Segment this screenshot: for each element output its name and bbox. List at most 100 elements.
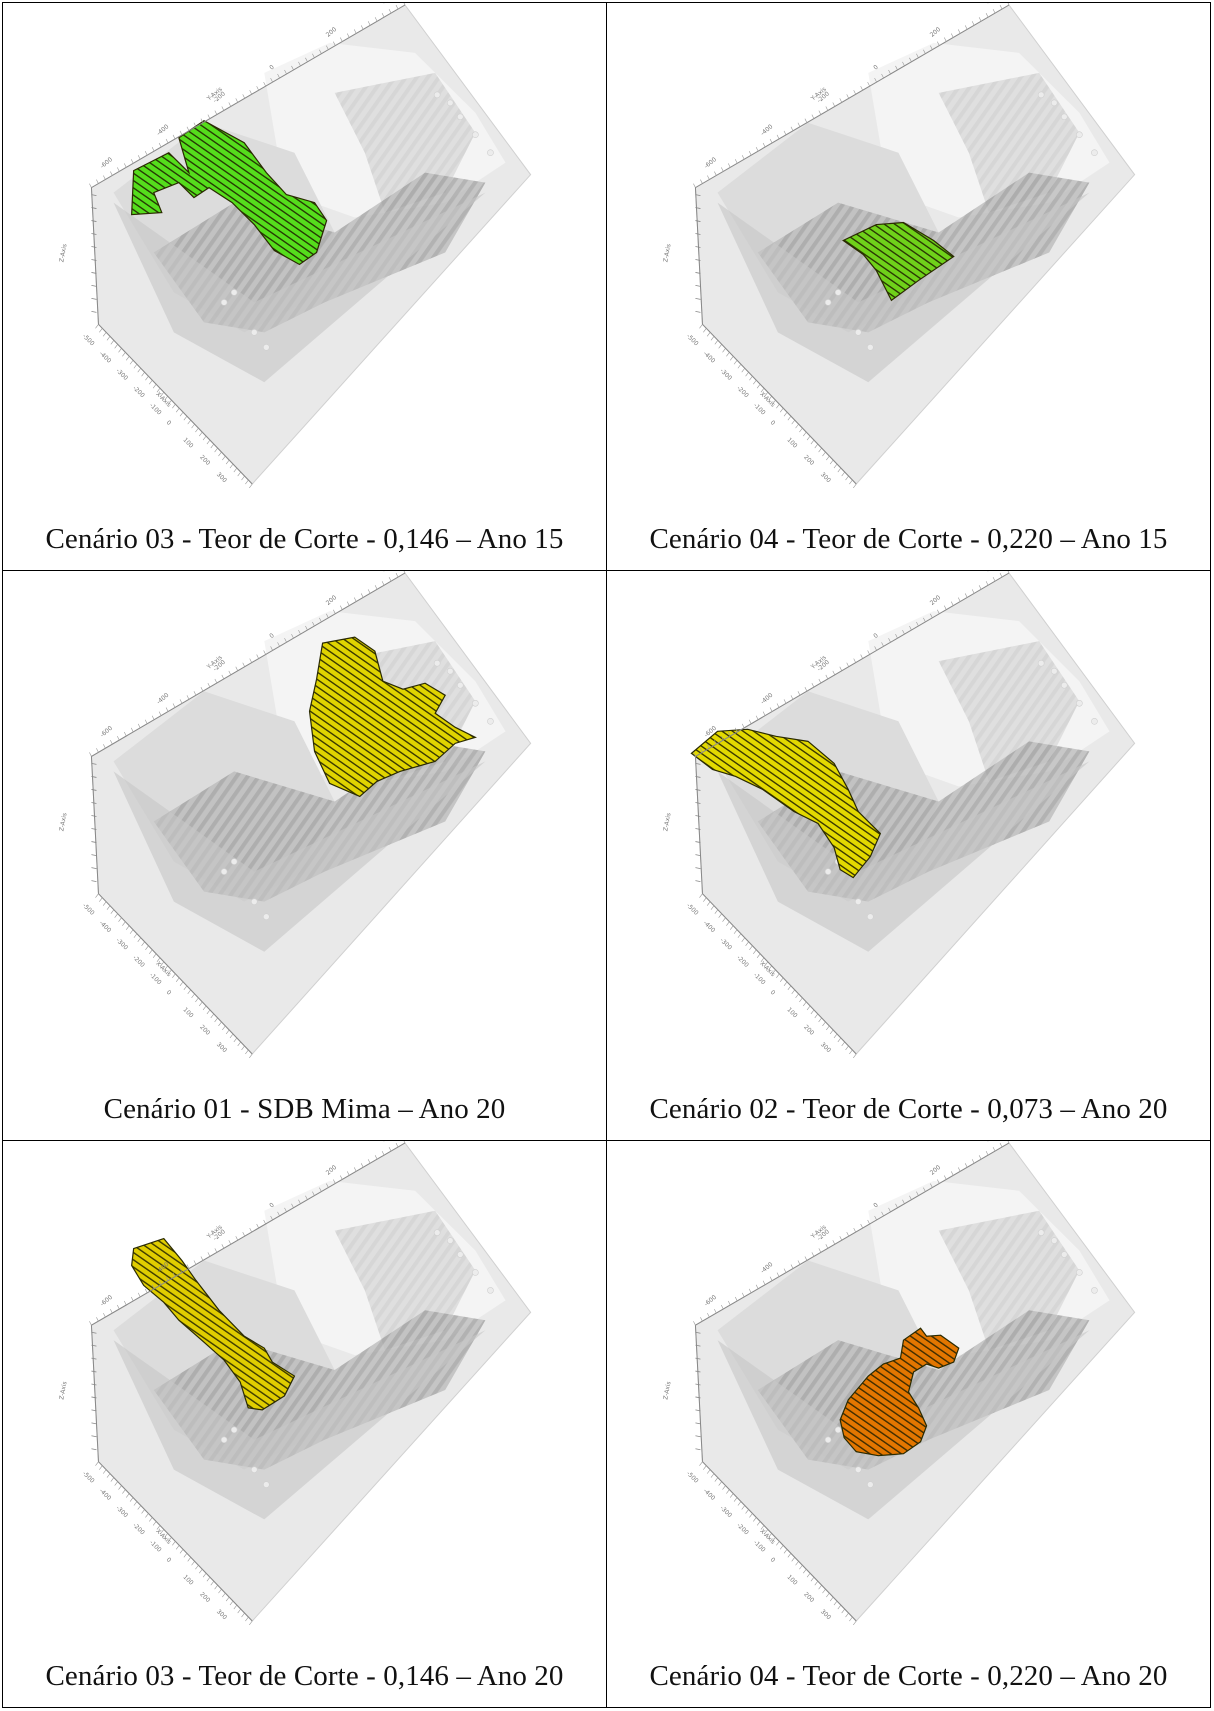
panel-caption: Cenário 04 - Teor de Corte - 0,220 – Ano… xyxy=(649,1660,1168,1692)
svg-text:-100: -100 xyxy=(148,972,163,987)
svg-text:Z-Axis: Z-Axis xyxy=(58,812,68,831)
svg-text:100: 100 xyxy=(785,1574,798,1587)
svg-text:-400: -400 xyxy=(98,350,113,365)
svg-text:0: 0 xyxy=(165,1556,173,1564)
panel-cell: -500-400-300-200-1000100200300400-600-40… xyxy=(2,1140,607,1708)
pit-model-view: -500-400-300-200-1000100200300400-600-40… xyxy=(58,571,532,1058)
svg-text:-400: -400 xyxy=(702,1487,717,1502)
svg-text:-200: -200 xyxy=(131,954,146,969)
svg-text:-200: -200 xyxy=(735,1522,750,1537)
svg-text:300: 300 xyxy=(819,471,832,484)
svg-text:100: 100 xyxy=(181,1574,194,1587)
svg-text:-200: -200 xyxy=(131,1522,146,1537)
svg-text:400: 400 xyxy=(381,571,394,574)
pit-model-view: -500-400-300-200-1000100200300400-600-40… xyxy=(58,1141,532,1625)
svg-text:100: 100 xyxy=(181,1006,194,1019)
svg-text:100: 100 xyxy=(181,437,194,450)
svg-text:200: 200 xyxy=(929,26,942,39)
svg-text:-600: -600 xyxy=(703,156,718,170)
svg-text:-400: -400 xyxy=(759,1261,774,1275)
svg-text:300: 300 xyxy=(819,1608,832,1621)
svg-text:-600: -600 xyxy=(703,1294,718,1308)
svg-text:200: 200 xyxy=(802,454,815,467)
svg-text:0: 0 xyxy=(165,989,173,997)
svg-text:-500: -500 xyxy=(685,333,700,348)
svg-text:-500: -500 xyxy=(685,902,700,917)
svg-text:100: 100 xyxy=(785,437,798,450)
svg-text:300: 300 xyxy=(215,1608,228,1621)
panel-caption: Cenário 04 - Teor de Corte - 0,220 – Ano… xyxy=(649,523,1168,555)
svg-text:Z-Axis: Z-Axis xyxy=(58,243,68,262)
panel-caption: Cenário 01 - SDB Mima – Ano 20 xyxy=(103,1093,506,1125)
svg-text:200: 200 xyxy=(325,1164,338,1177)
svg-text:200: 200 xyxy=(325,26,338,39)
svg-text:400: 400 xyxy=(985,3,998,6)
panel-cell: -500-400-300-200-1000100200300400-600-40… xyxy=(2,570,607,1141)
svg-text:0: 0 xyxy=(268,1202,276,1210)
panel-caption: Cenário 02 - Teor de Corte - 0,073 – Ano… xyxy=(649,1093,1168,1125)
svg-text:-400: -400 xyxy=(759,123,774,137)
svg-text:-400: -400 xyxy=(155,692,170,706)
panel-caption: Cenário 03 - Teor de Corte - 0,146 – Ano… xyxy=(45,523,564,555)
svg-text:200: 200 xyxy=(198,1591,211,1604)
svg-text:0: 0 xyxy=(872,632,880,640)
panel-cell: -500-400-300-200-1000100200300400-600-40… xyxy=(2,2,607,571)
svg-text:Z-Axis: Z-Axis xyxy=(662,812,672,831)
svg-text:Z-Axis: Z-Axis xyxy=(58,1381,68,1400)
svg-text:400: 400 xyxy=(985,1141,998,1144)
svg-text:-300: -300 xyxy=(718,367,733,382)
svg-text:-300: -300 xyxy=(718,1505,733,1520)
svg-text:-500: -500 xyxy=(81,902,96,917)
pit-model-view: -500-400-300-200-1000100200300400-600-40… xyxy=(662,3,1136,488)
ore-block-region xyxy=(839,1327,960,1457)
ore-block-region xyxy=(841,221,955,302)
svg-text:400: 400 xyxy=(381,1141,394,1144)
svg-text:0: 0 xyxy=(268,632,276,640)
svg-text:-300: -300 xyxy=(114,1505,129,1520)
svg-text:0: 0 xyxy=(769,1556,777,1564)
svg-text:100: 100 xyxy=(785,1006,798,1019)
svg-text:-300: -300 xyxy=(114,367,129,382)
svg-text:Z-Axis: Z-Axis xyxy=(662,243,672,262)
svg-text:-600: -600 xyxy=(99,725,114,739)
svg-text:-200: -200 xyxy=(735,954,750,969)
svg-text:0: 0 xyxy=(872,1202,880,1210)
panel-cell: -500-400-300-200-1000100200300400-600-40… xyxy=(606,570,1211,1141)
svg-text:200: 200 xyxy=(929,594,942,607)
svg-text:-400: -400 xyxy=(155,123,170,137)
panel-caption: Cenário 03 - Teor de Corte - 0,146 – Ano… xyxy=(45,1660,564,1692)
svg-text:-600: -600 xyxy=(99,1294,114,1308)
panel-cell: -500-400-300-200-1000100200300400-600-40… xyxy=(606,2,1211,571)
svg-text:-200: -200 xyxy=(131,385,146,400)
ore-block-region xyxy=(131,1237,296,1411)
svg-text:300: 300 xyxy=(215,1041,228,1054)
svg-text:-400: -400 xyxy=(98,1487,113,1502)
svg-text:0: 0 xyxy=(769,989,777,997)
svg-text:-100: -100 xyxy=(148,1539,163,1554)
svg-text:400: 400 xyxy=(381,3,394,6)
svg-text:-200: -200 xyxy=(735,385,750,400)
svg-text:-400: -400 xyxy=(98,920,113,935)
svg-text:-300: -300 xyxy=(114,937,129,952)
svg-text:-400: -400 xyxy=(702,920,717,935)
svg-text:300: 300 xyxy=(819,1041,832,1054)
svg-text:-500: -500 xyxy=(81,333,96,348)
svg-text:200: 200 xyxy=(198,1024,211,1037)
svg-text:200: 200 xyxy=(198,454,211,467)
svg-text:300: 300 xyxy=(215,471,228,484)
svg-text:-600: -600 xyxy=(99,156,114,170)
svg-text:-300: -300 xyxy=(718,937,733,952)
pit-model-view: -500-400-300-200-1000100200300400-600-40… xyxy=(662,1141,1136,1625)
svg-text:-100: -100 xyxy=(752,972,767,987)
ore-block-region xyxy=(308,636,477,798)
svg-text:-500: -500 xyxy=(685,1470,700,1485)
panel-cell: -500-400-300-200-1000100200300400-600-40… xyxy=(606,1140,1211,1708)
svg-text:-400: -400 xyxy=(702,350,717,365)
svg-text:-100: -100 xyxy=(148,402,163,417)
svg-text:-500: -500 xyxy=(81,1470,96,1485)
svg-text:-400: -400 xyxy=(759,692,774,706)
svg-text:200: 200 xyxy=(325,594,338,607)
svg-text:400: 400 xyxy=(985,571,998,574)
svg-text:0: 0 xyxy=(165,419,173,427)
svg-text:0: 0 xyxy=(872,64,880,72)
